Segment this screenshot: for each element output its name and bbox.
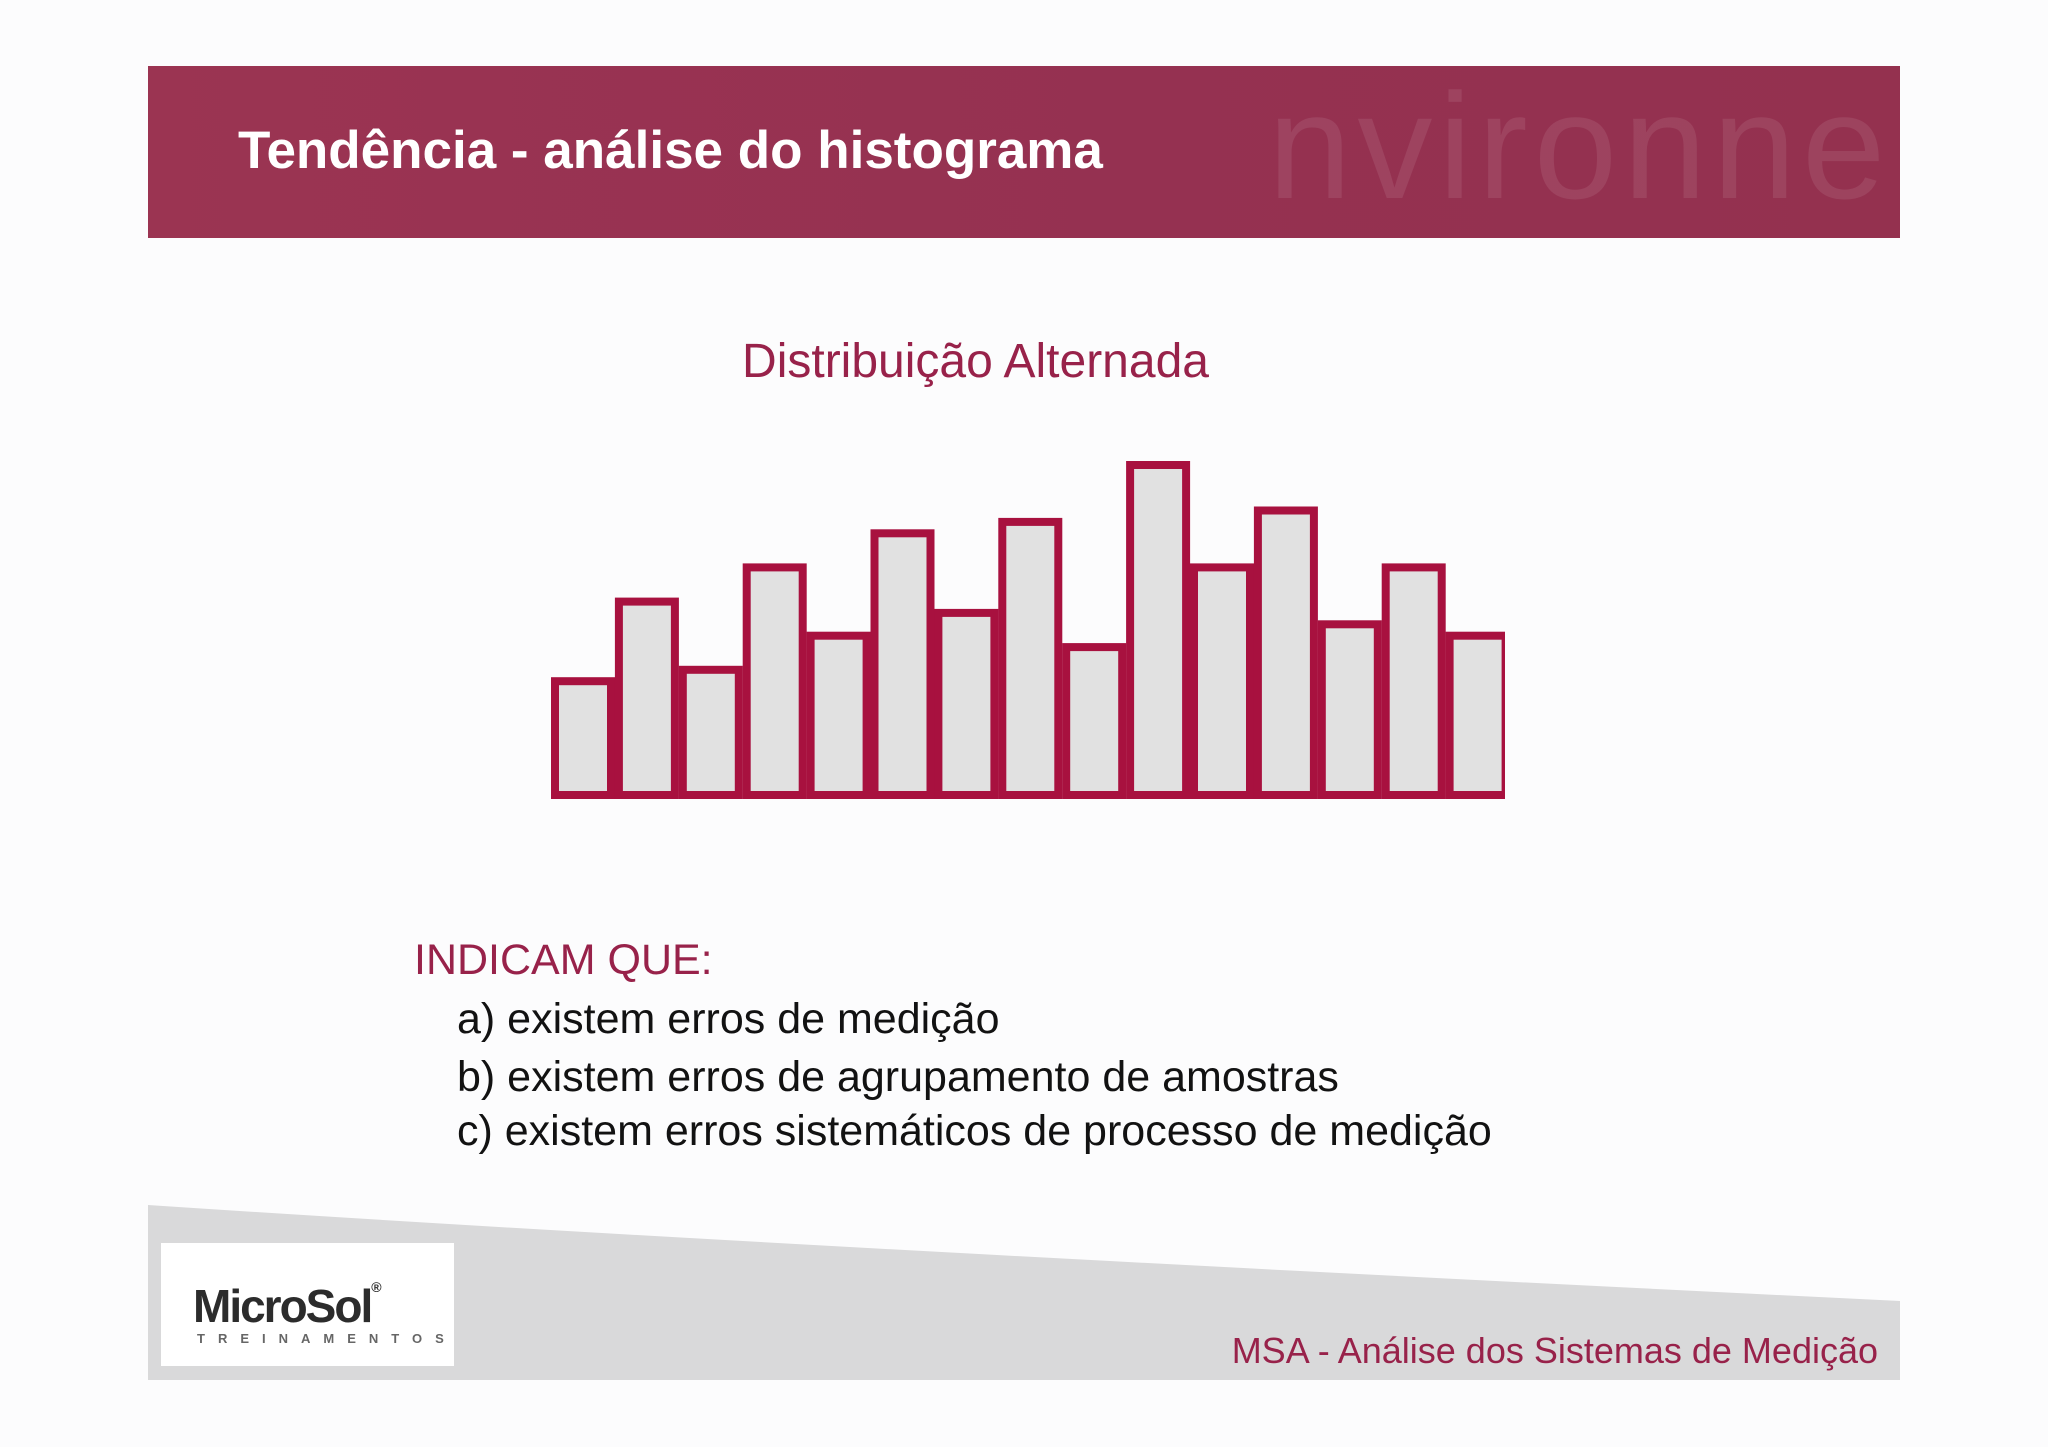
chart-title: Distribuição Alternada [742, 335, 1209, 388]
histogram-bar-2 [614, 597, 679, 799]
header-watermark: nvironnement [1268, 66, 1900, 230]
conclusion-item-b: b) existem erros de agrupamento de amost… [457, 1053, 1339, 1101]
histogram-bar-13 [1317, 620, 1382, 799]
footer-band [148, 1205, 1900, 1380]
conclusion-item-c: c) existem erros sistemáticos de process… [457, 1107, 1492, 1155]
histogram-bar-8 [998, 517, 1063, 800]
footer-course-title: MSA - Análise dos Sistemas de Medição [1231, 1330, 1878, 1371]
histogram-bar-4 [742, 563, 807, 800]
header-band: nvironnement Tendência - análise do hist… [148, 66, 1900, 238]
histogram-bar-3 [678, 665, 743, 799]
logo-tagline: TREINAMENTOS [197, 1331, 457, 1346]
histogram-bar-15 [1445, 631, 1505, 799]
histogram-bar-1 [551, 677, 615, 799]
conclusion-heading: INDICAM QUE: [414, 936, 713, 984]
histogram-bar-9 [1062, 643, 1127, 799]
histogram-bar-12 [1253, 506, 1318, 799]
histogram-bar-14 [1381, 563, 1446, 800]
histogram-bar-10 [1126, 461, 1191, 799]
microsol-logo: MicroSol® TREINAMENTOS [161, 1243, 454, 1366]
histogram-bar-5 [806, 631, 871, 799]
histogram-bar-6 [870, 529, 935, 800]
histogram-bar-11 [1190, 563, 1254, 800]
slide-title: Tendência - análise do histograma [238, 121, 1103, 180]
logo-wordmark: MicroSol® [193, 1279, 382, 1332]
histogram-chart [551, 461, 1505, 800]
histogram-bar-7 [934, 608, 999, 799]
conclusion-item-a: a) existem erros de medição [457, 995, 1000, 1043]
